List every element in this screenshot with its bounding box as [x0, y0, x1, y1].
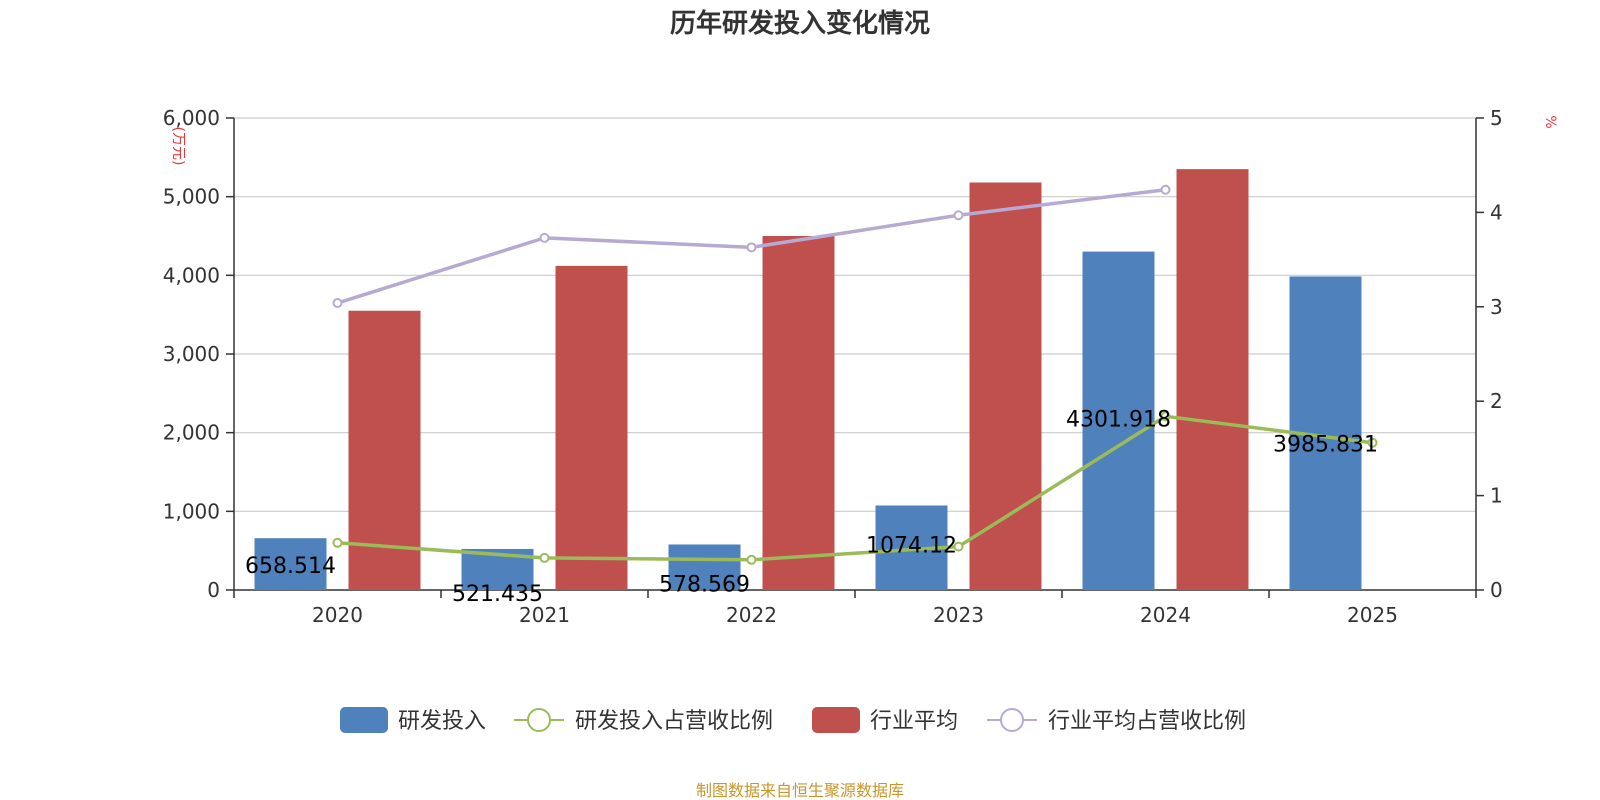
bar-industry-average	[762, 236, 835, 590]
line-point	[953, 541, 964, 552]
line-point	[746, 554, 757, 565]
line-point	[1160, 184, 1171, 195]
y-right-unit-label: %	[1542, 115, 1558, 128]
source-note: 制图数据来自恒生聚源数据库	[696, 781, 904, 800]
bar-rd-investment	[1082, 251, 1155, 590]
y-left-tick-label: 2,000	[163, 421, 220, 445]
bar-rd-investment	[668, 544, 741, 590]
data-label: 658.514	[245, 554, 336, 579]
data-label: 521.435	[452, 582, 543, 607]
legend-swatch-marker	[1000, 708, 1024, 732]
line-point	[539, 232, 550, 243]
chart-title: 历年研发投入变化情况	[670, 8, 930, 39]
y-right-tick-label: 4	[1490, 200, 1503, 224]
line-point	[746, 242, 757, 253]
legend-label: 研发投入占营收比例	[575, 709, 773, 734]
axes: 0 1,000 2,000 3,000 4,000 5,000 6,000 0 1 2 3 4 5 202…	[163, 106, 1558, 627]
data-label: 1074.12	[866, 534, 957, 559]
legend-label: 行业平均占营收比例	[1048, 709, 1246, 734]
line-point	[1160, 411, 1171, 422]
y-left-tick-label: 6,000	[163, 106, 220, 130]
x-tick-label: 2023	[933, 603, 984, 627]
grid-lines	[234, 117, 1476, 512]
x-tick-label: 2020	[312, 603, 363, 627]
bar-industry-average	[969, 182, 1042, 591]
y-right-tick-label: 2	[1490, 389, 1503, 413]
bars	[254, 169, 1362, 591]
data-label: 3985.831	[1273, 432, 1378, 457]
data-label: 4301.918	[1066, 408, 1171, 433]
y-left-tick-label: 4,000	[163, 263, 220, 287]
y-left-tick-label: 5,000	[163, 185, 220, 209]
bar-rd-investment	[254, 538, 327, 590]
y-right-tick-label: 1	[1490, 484, 1503, 508]
y-left-unit-label: (万元)	[170, 127, 186, 166]
line-point	[539, 552, 550, 563]
y-right-tick-label: 5	[1490, 106, 1503, 130]
line-rd-ratio	[337, 414, 1373, 562]
y-right-tick-label: 0	[1490, 578, 1503, 602]
lines	[332, 184, 1378, 565]
x-tick-label: 2024	[1140, 603, 1191, 627]
x-tick-label: 2022	[726, 603, 777, 627]
y-left-tick-label: 3,000	[163, 342, 220, 366]
bar-industry-average	[555, 265, 628, 590]
legend-swatch-marker	[527, 708, 551, 732]
data-label: 578.569	[659, 572, 750, 597]
line-point	[332, 298, 343, 309]
data-labels: 658.514 521.435 578.569 1074.12 4301.918 3985…	[245, 408, 1378, 607]
line-point	[1367, 437, 1378, 448]
legend: 研发投入 研发投入占营收比例 行业平均 行业平均占营收比例	[340, 707, 1246, 734]
line-point	[953, 210, 964, 221]
legend-label: 行业平均	[870, 709, 958, 734]
x-tick-label: 2021	[519, 603, 570, 627]
y-right-tick-label: 3	[1490, 295, 1503, 319]
bar-industry-average	[1176, 169, 1249, 590]
y-left-tick-label: 1,000	[163, 499, 220, 523]
line-point	[332, 537, 343, 548]
y-left-tick-label: 0	[207, 578, 220, 602]
legend-swatch-bar	[812, 707, 860, 733]
legend-swatch-bar	[340, 707, 388, 733]
x-tick-label: 2025	[1347, 603, 1398, 627]
legend-label: 研发投入	[398, 709, 486, 734]
